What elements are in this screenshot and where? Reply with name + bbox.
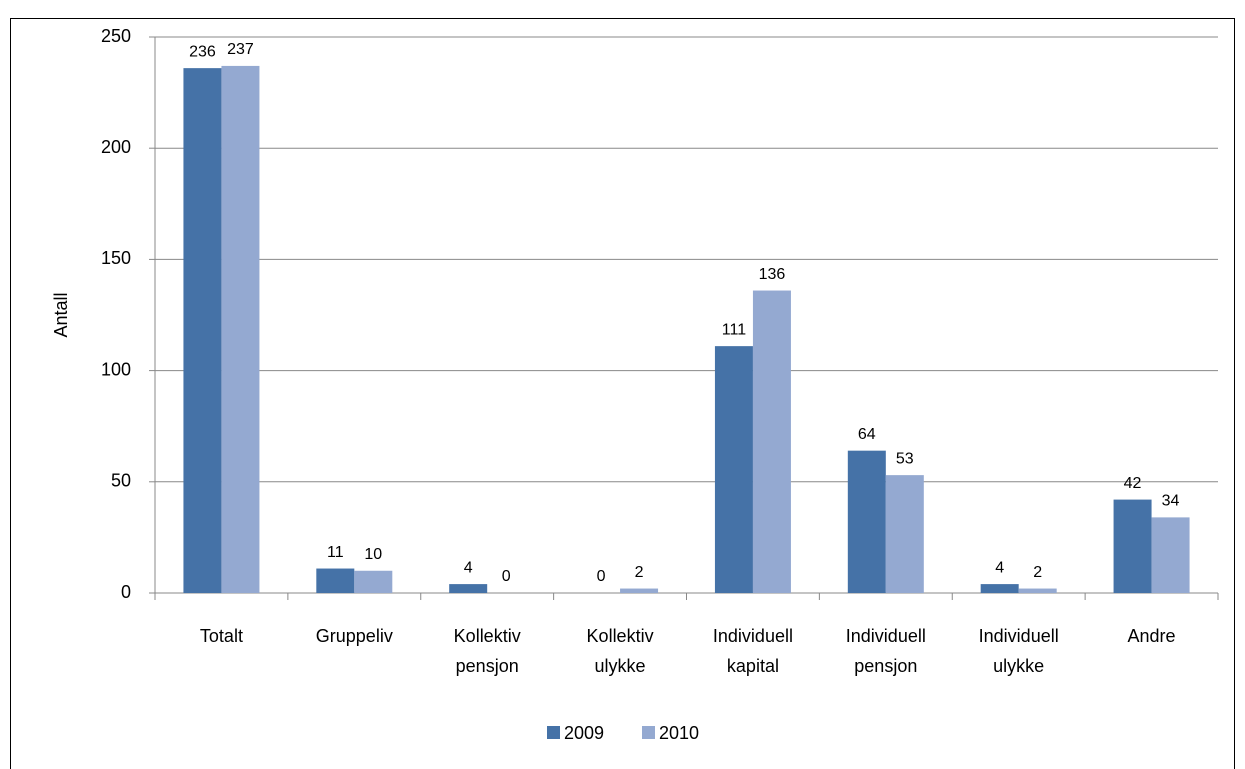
bar <box>980 584 1019 593</box>
bar <box>1018 588 1057 593</box>
bar <box>1151 517 1190 593</box>
value-label: 4 <box>464 559 473 576</box>
legend-label: 2010 <box>659 723 699 743</box>
value-label: 11 <box>327 544 344 561</box>
y-tick-label: 50 <box>111 471 131 491</box>
x-tick-label: Gruppeliv <box>316 626 393 646</box>
value-label: 111 <box>722 321 746 338</box>
value-label: 10 <box>364 546 382 563</box>
y-tick-label: 150 <box>101 248 131 268</box>
x-tick-label: Individuell ulykke <box>979 626 1059 676</box>
x-tick-label: Individuell pensjon <box>846 626 926 676</box>
bar <box>221 65 260 594</box>
value-label: 34 <box>1162 493 1180 510</box>
y-tick-label: 200 <box>101 137 131 157</box>
bar <box>183 68 222 594</box>
value-label: 236 <box>189 43 216 60</box>
bar <box>449 584 488 593</box>
value-label: 2 <box>635 564 644 581</box>
value-label: 237 <box>227 41 254 58</box>
bar <box>620 588 659 593</box>
value-label: 0 <box>502 568 511 585</box>
x-tick-label: Kollektiv ulykke <box>587 626 654 676</box>
bar <box>1113 499 1152 593</box>
legend-swatch <box>642 726 655 739</box>
value-label: 53 <box>896 450 914 467</box>
value-label: 64 <box>858 426 876 443</box>
bar <box>316 568 355 593</box>
value-label: 2 <box>1033 564 1042 581</box>
x-tick-label: Kollektiv pensjon <box>454 626 521 676</box>
y-tick-label: 0 <box>121 582 131 602</box>
value-label: 0 <box>597 568 606 585</box>
value-label: 42 <box>1124 475 1142 492</box>
bar <box>354 570 393 593</box>
bar <box>714 346 753 593</box>
value-label: 4 <box>995 559 1004 576</box>
y-tick-label: 250 <box>101 26 131 46</box>
y-axis-label: Antall <box>51 292 71 337</box>
bar <box>752 290 791 593</box>
legend-swatch <box>547 726 560 739</box>
x-tick-label: Totalt <box>200 626 243 646</box>
bar <box>885 475 924 593</box>
x-tick-label: Andre <box>1128 626 1176 646</box>
legend-label: 2009 <box>564 723 604 743</box>
value-label: 136 <box>759 266 786 283</box>
bar <box>847 450 886 593</box>
x-tick-label: Individuell kapital <box>713 626 793 676</box>
y-tick-label: 100 <box>101 359 131 379</box>
chart-border <box>10 18 1235 769</box>
